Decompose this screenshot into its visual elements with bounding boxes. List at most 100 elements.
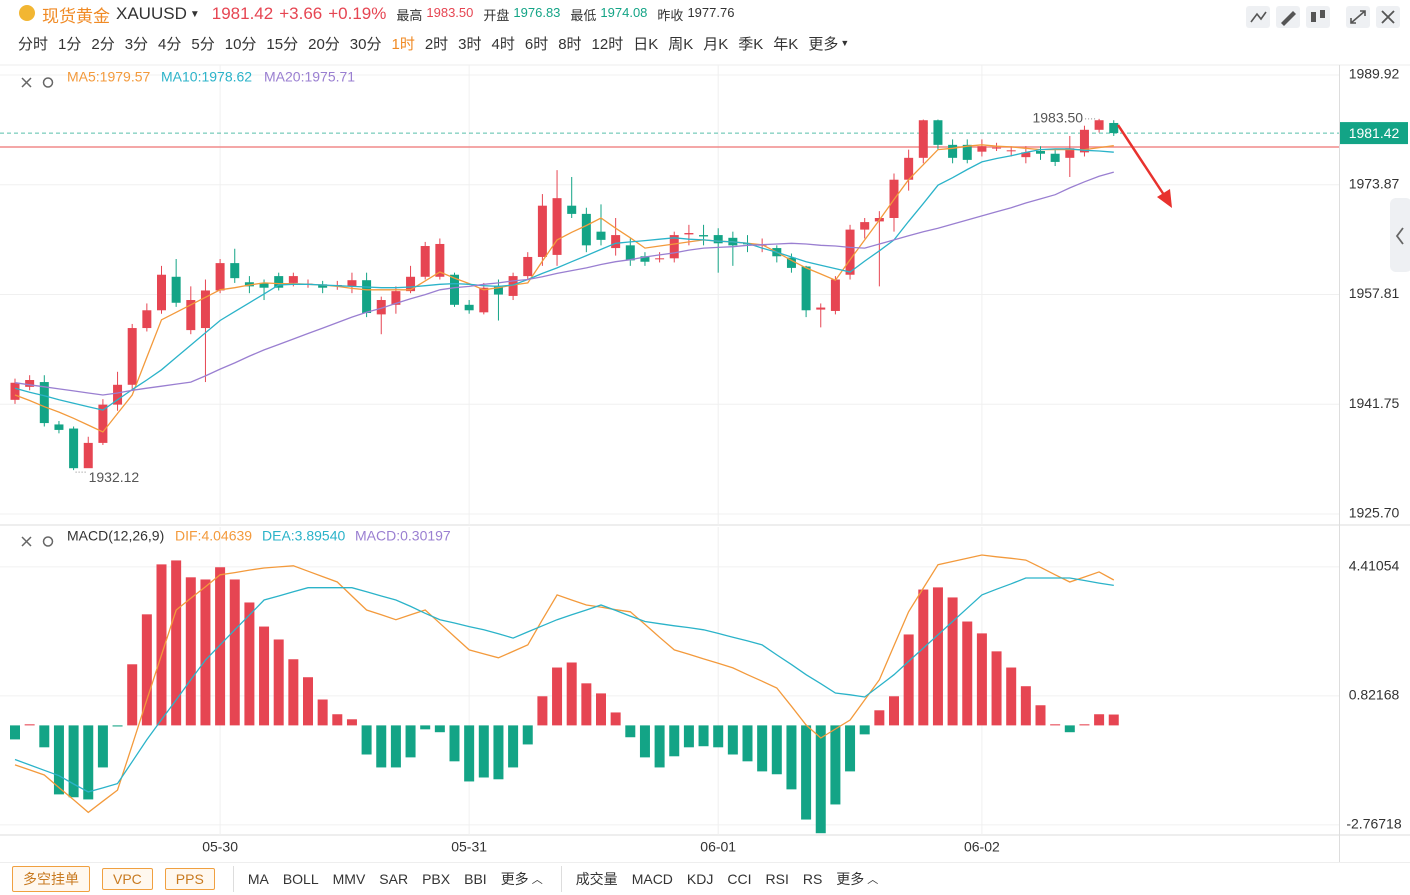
candle-body: [98, 404, 108, 443]
gear-icon[interactable]: [42, 77, 54, 88]
candle-body: [230, 263, 240, 279]
candle-body: [904, 157, 914, 180]
macd-bar: [112, 725, 123, 727]
period-tab[interactable]: 30分: [349, 36, 382, 53]
caret-up: ︿: [867, 874, 879, 886]
close-icon[interactable]: [21, 77, 32, 547]
candle-body: [640, 256, 650, 262]
period-tab[interactable]: 4时: [491, 36, 515, 53]
macd-bar: [185, 577, 196, 726]
period-tab[interactable]: 2时: [424, 36, 449, 53]
macd-bar: [976, 633, 987, 726]
candle-body: [611, 235, 621, 249]
indicator-tab[interactable]: KDJ: [686, 871, 714, 887]
period-tab[interactable]: 20分: [308, 36, 340, 53]
macd-bar: [215, 567, 226, 726]
macd-bar: [171, 560, 182, 726]
period-tab[interactable]: 季K: [738, 36, 764, 53]
indicator-tab[interactable]: BBI: [464, 871, 487, 887]
indicator-tab[interactable]: MA: [247, 871, 269, 887]
indicator-tab[interactable]: RS: [802, 871, 823, 887]
period-tab[interactable]: 15分: [266, 36, 299, 53]
toolbar-button[interactable]: 多空挂单: [12, 866, 90, 892]
candle-body: [713, 235, 723, 244]
macd-bar: [200, 579, 211, 726]
side-tab[interactable]: [1390, 198, 1410, 272]
stat-label: 最高: [396, 7, 423, 23]
dropdown-caret[interactable]: ▼: [189, 8, 200, 20]
bottom-toolbar: 多空挂单 VPC PPS MA BOLL MMV SAR PBX BBI 更多 ︿ 成交量 MACD KD…: [0, 862, 1410, 895]
indicator-tab[interactable]: CCI: [727, 871, 752, 887]
period-tab[interactable]: 6时: [524, 36, 549, 53]
candle-body: [1109, 122, 1119, 134]
candle-body: [318, 284, 328, 288]
indicator-tab[interactable]: 成交量: [575, 871, 618, 887]
indicator-tab[interactable]: PBX: [422, 871, 451, 887]
macd-bar: [566, 662, 577, 726]
toolbar-icons[interactable]: [1246, 6, 1400, 28]
annotation-arrow: [1116, 124, 1168, 199]
macd-bar: [1050, 724, 1061, 726]
indicator-tab[interactable]: MACD: [631, 871, 673, 887]
candle-body: [1021, 152, 1031, 158]
period-tab[interactable]: 1时: [391, 36, 415, 53]
period-tab[interactable]: 8时: [558, 36, 582, 53]
candle-body: [493, 285, 503, 295]
period-tab[interactable]: 周K: [668, 36, 694, 53]
symbol[interactable]: XAUUSD: [116, 4, 187, 23]
candle-body: [655, 258, 665, 260]
period-tab[interactable]: 1分: [58, 36, 82, 53]
candle-body: [69, 428, 79, 469]
caret-up: ︿: [531, 874, 543, 886]
indicator-tab[interactable]: MMV: [332, 871, 366, 887]
toolbar-button[interactable]: VPC: [102, 868, 153, 890]
period-tab[interactable]: 分时: [18, 36, 49, 53]
x-tick-label: 05-31: [451, 839, 487, 855]
stat-value: 1983.50: [426, 4, 474, 20]
period-tab[interactable]: 2分: [91, 36, 115, 53]
candle-body: [845, 229, 855, 275]
macd-bar: [786, 725, 797, 790]
indicator-tab[interactable]: RSI: [765, 871, 789, 887]
macd-bar: [317, 699, 328, 726]
header: 现货黄金 XAUUSD ▼ 1981.42 +3.66 +0.19% 最高 198…: [18, 2, 740, 26]
x-tick-label: 05-30: [202, 839, 238, 855]
macd-bar: [830, 725, 841, 805]
macd-bar: [156, 564, 167, 726]
macd-bar: [24, 724, 35, 726]
macd-bar: [1035, 705, 1046, 726]
macd-bar: [259, 626, 270, 726]
candle-body: [420, 246, 430, 277]
stat-label: 开盘: [483, 7, 510, 23]
low-marker: 1932.12: [89, 469, 140, 485]
candle-body: [435, 243, 445, 277]
indicator-tab[interactable]: 更多: [836, 871, 865, 887]
period-tab[interactable]: 5分: [191, 36, 215, 53]
candle-body: [1065, 148, 1075, 158]
macd-bar: [434, 725, 445, 733]
period-tab[interactable]: 更多: [808, 36, 839, 53]
candle-body: [54, 424, 64, 430]
macd-bar: [654, 725, 665, 768]
period-tab[interactable]: 日K: [633, 36, 659, 53]
period-tab[interactable]: 月K: [703, 36, 729, 53]
legend-entry: MACD:0.30197: [355, 528, 451, 544]
period-tab[interactable]: 4分: [158, 36, 182, 53]
macd-bar: [1108, 714, 1119, 726]
toolbar-button[interactable]: PPS: [164, 868, 215, 890]
period-tab[interactable]: 年K: [773, 36, 799, 53]
indicator-tab[interactable]: BOLL: [282, 871, 319, 887]
period-tab[interactable]: 10分: [224, 36, 257, 53]
indicator-tab[interactable]: 更多: [500, 871, 529, 887]
gear-icon[interactable]: [42, 536, 54, 547]
period-tab[interactable]: 3分: [124, 36, 149, 53]
legend-entry: DEA:3.89540: [262, 528, 345, 544]
candle-body: [127, 328, 137, 385]
macd-bar: [420, 725, 431, 730]
period-tab[interactable]: 3时: [458, 36, 482, 53]
period-tab[interactable]: 12时: [591, 36, 624, 53]
macd-bar: [522, 725, 533, 745]
candle-body: [1036, 150, 1045, 154]
indicator-tab[interactable]: SAR: [379, 871, 409, 887]
